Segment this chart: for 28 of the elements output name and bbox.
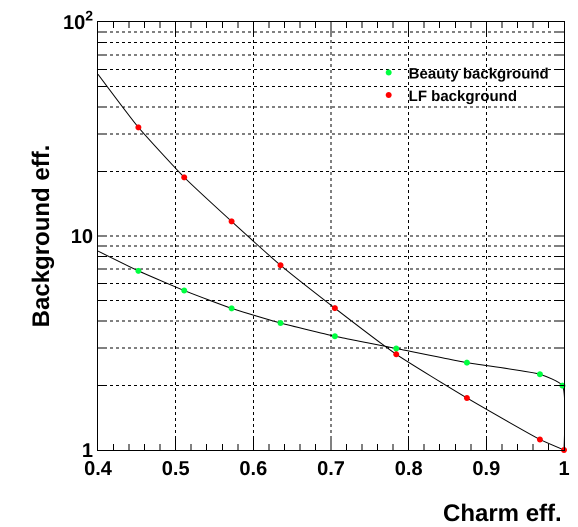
x-tick-label: 0.8 <box>394 458 423 480</box>
x-tick-label: 0.6 <box>239 458 268 480</box>
y-tick-label: 10$^{2}$ <box>62 8 94 34</box>
point <box>464 360 470 366</box>
y-tick-label: 10 <box>70 226 93 248</box>
legend-label: LF background <box>408 88 518 105</box>
point <box>278 262 284 268</box>
y-axis-title: Background eff. <box>28 144 56 328</box>
point <box>181 288 188 294</box>
point <box>536 371 543 378</box>
legend-label: Beauty background <box>408 65 549 82</box>
x-axis-title: Charm eff. <box>443 500 562 527</box>
x-tick-label: 0.7 <box>317 458 345 480</box>
point <box>135 268 142 274</box>
point <box>393 351 400 358</box>
point <box>228 218 235 224</box>
point <box>332 305 338 312</box>
point <box>464 394 470 401</box>
point <box>228 305 235 312</box>
point <box>135 124 142 130</box>
point <box>393 346 400 352</box>
point <box>536 436 543 442</box>
point <box>181 174 188 180</box>
point <box>278 320 284 326</box>
x-tick-label: 0.9 <box>472 458 500 480</box>
x-tick-label: 1 <box>558 458 570 480</box>
x-tick-label: 0.5 <box>162 458 190 480</box>
point <box>332 333 338 340</box>
